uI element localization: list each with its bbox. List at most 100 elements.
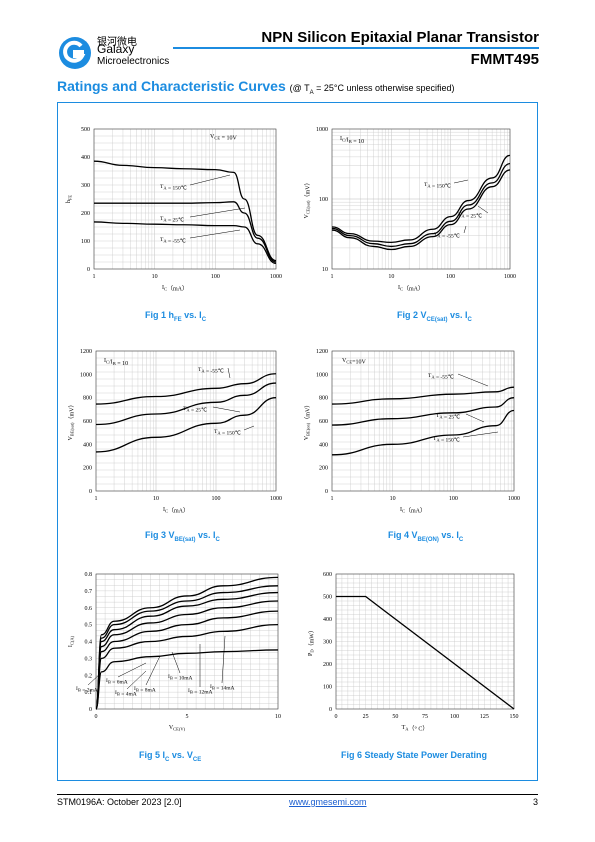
series-line-7: [95, 576, 279, 710]
annotation-label: IB = 4mA: [115, 690, 137, 698]
caption-fig2: Fig 2 VCE(sat) vs. IC: [397, 310, 472, 323]
x-tick-label: 10: [153, 496, 159, 502]
y-axis-label: VCE(sat)（mV）: [304, 179, 312, 218]
annotation-label: TA = 150℃: [424, 182, 452, 190]
annotation-label: TA = 150℃: [214, 429, 242, 437]
x-tick-label: 1: [331, 496, 334, 502]
annotation-label: TA = -55℃: [434, 232, 461, 240]
chart-fig1: 1 10 100 1000 0 100 200 300 400 500 IC（mA） hFE VCE =…: [66, 127, 282, 293]
y-tick-label: 1000: [316, 372, 328, 378]
series-line-6: [95, 585, 279, 710]
x-axis-label: IC（mA）: [162, 285, 188, 293]
x-tick-label: 10: [390, 496, 396, 502]
annotation-leader: [145, 655, 161, 686]
y-tick-label: 0.2: [85, 673, 93, 679]
series-line-3: [331, 409, 515, 456]
figures-frame: [57, 102, 538, 781]
y-tick-label: 0.4: [85, 640, 93, 646]
chart-fig3: 1 10 100 1000 0 200 400 600 800 1000 1200 IC（mA） VBE…: [68, 349, 282, 515]
brand-name-line2: Microelectronics: [97, 56, 170, 67]
series-line-2: [331, 162, 511, 248]
x-axis-label: IC（mA）: [398, 285, 424, 293]
x-tick-label: 100: [212, 496, 221, 502]
plot-frame: [331, 128, 511, 270]
annotation-leader: [189, 229, 241, 239]
y-tick-label: 300: [81, 183, 90, 189]
x-axis-label: IC（mA）: [400, 507, 426, 515]
annotation-leader: [477, 205, 489, 214]
plot-frame: [335, 573, 515, 710]
annotation-leader: [243, 425, 255, 431]
annotation-label: TA = 150℃: [160, 184, 188, 192]
annotation-leader: [212, 406, 241, 413]
annotation-label: IB = 10mA: [168, 674, 192, 682]
document-title: NPN Silicon Epitaxial Planar Transistor: [261, 29, 539, 46]
y-axis-label: VBE(sat)（mV）: [68, 401, 76, 440]
caption-fig3: Fig 3 VBE(sat) vs. IC: [145, 530, 220, 543]
series-line-3: [95, 397, 277, 453]
y-tick-label: 1200: [316, 349, 328, 355]
y-axis-label: PD（mW）: [308, 627, 316, 656]
series-line-2: [95, 382, 277, 426]
x-tick-label: 125: [480, 714, 489, 720]
x-tick-label: 10: [388, 274, 394, 280]
section-note-sub: A: [309, 89, 314, 96]
annotation-label: TA = 25℃: [436, 413, 461, 421]
series-line-4: [95, 600, 279, 710]
annotation-leader: [117, 662, 147, 678]
x-tick-label: 1000: [504, 274, 516, 280]
annotation-label: IB = 6mA: [106, 678, 128, 686]
plot-frame: [95, 350, 277, 492]
caption-fig6: Fig 6 Steady State Power Derating: [341, 750, 488, 760]
y-tick-label: 400: [81, 155, 90, 161]
series-line-1: [93, 160, 277, 262]
y-tick-label: 0.5: [85, 623, 93, 629]
y-tick-label: 200: [83, 466, 92, 472]
chart-fig4: 1 10 100 1000 0 200 400 600 800 1000 1200 IC（mA） VBE…: [304, 349, 520, 515]
annotation-label: IB = 2mA: [76, 686, 98, 694]
chart-condition: VCE=10V: [342, 358, 366, 366]
footer-website-link[interactable]: www.gmesemi.com: [289, 797, 367, 807]
caption-fig5: Fig 5 IC vs. VCE: [139, 750, 202, 763]
y-tick-label: 400: [319, 442, 328, 448]
y-tick-label: 200: [81, 211, 90, 217]
y-axis-label: IC(A): [68, 635, 75, 647]
chart-condition: IC/IB = 10: [104, 358, 128, 367]
y-tick-label: 0: [329, 707, 332, 713]
annotation-label: TA = 25℃: [458, 212, 483, 220]
x-tick-label: 100: [449, 496, 458, 502]
brand-name-line1: Galaxy: [97, 42, 135, 56]
title-rule: [173, 47, 539, 49]
y-tick-label: 100: [81, 239, 90, 245]
section-title-text: Ratings and Characteristic Curves: [57, 78, 286, 94]
y-axis-label: VBE(on)（mV）: [304, 402, 312, 441]
annotation-leader: [126, 670, 147, 690]
y-tick-label: 300: [323, 640, 332, 646]
x-axis-label: IC（mA）: [163, 507, 189, 515]
annotation-leader: [221, 635, 226, 684]
x-tick-label: 1000: [270, 496, 282, 502]
x-tick-label: 150: [510, 714, 519, 720]
x-tick-label: 0: [95, 714, 98, 720]
annotation-leader: [457, 373, 489, 387]
y-tick-label: 100: [319, 197, 328, 203]
annotation-label: IB = 8mA: [134, 686, 156, 694]
annotation-label: TA = -55℃: [428, 373, 455, 381]
series-line-3: [331, 169, 511, 251]
annotation-label: IB = 12mA: [188, 688, 212, 696]
chart-fig5: 0 5 10 0 0.1 0.2 0.3 0.4 0.5 0.6 0.7 0.8 VCE(V) IC(A)…: [68, 572, 281, 732]
section-note: (@ TA = 25°C unless otherwise specified): [290, 83, 455, 96]
y-tick-label: 0: [89, 489, 92, 495]
y-tick-label: 500: [81, 127, 90, 133]
x-axis-label: TA（° C）: [402, 725, 429, 733]
chart-condition: IC/IB = 10: [340, 136, 364, 145]
y-tick-label: 400: [83, 442, 92, 448]
x-tick-label: 1000: [270, 274, 282, 280]
x-tick-label: 1: [93, 274, 96, 280]
series-line-2: [95, 623, 279, 710]
y-tick-label: 10: [322, 267, 328, 273]
part-number: FMMT495: [470, 51, 539, 68]
x-tick-label: 100: [211, 274, 220, 280]
y-tick-label: 600: [323, 572, 332, 578]
annotation-leader: [465, 413, 485, 423]
